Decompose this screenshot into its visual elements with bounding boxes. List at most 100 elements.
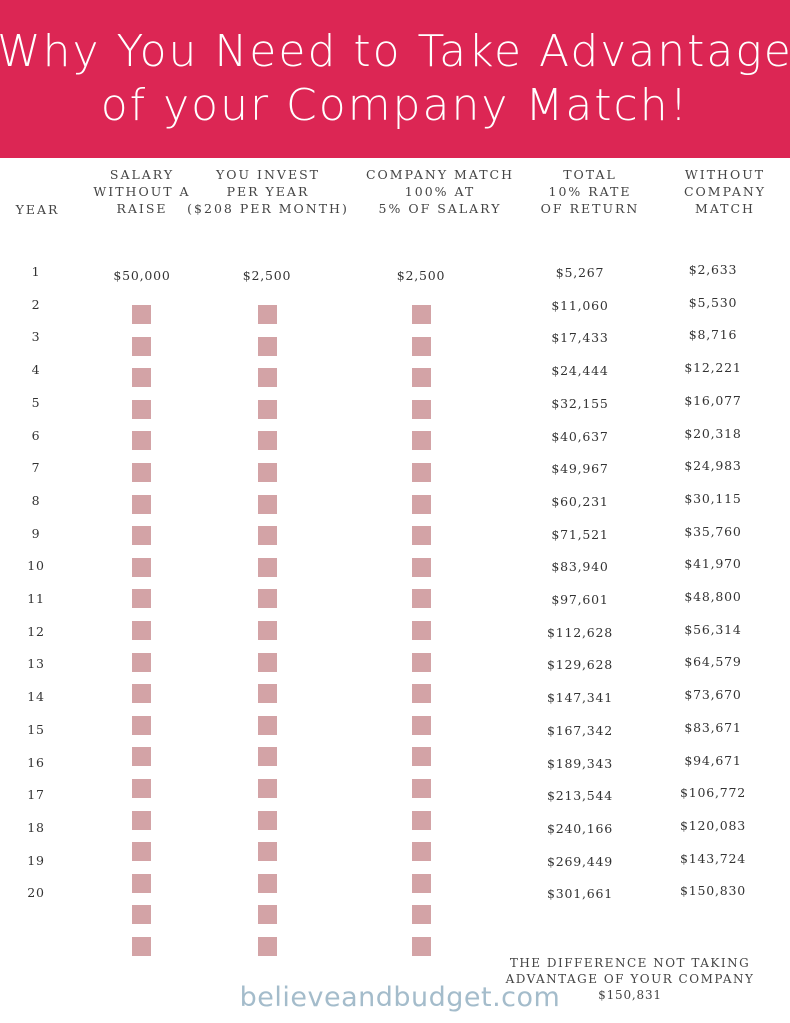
match-placeholder bbox=[412, 747, 431, 767]
header-match-l2: 100% AT bbox=[404, 184, 476, 199]
invest-placeholder bbox=[258, 621, 277, 640]
invest-placeholder bbox=[258, 368, 277, 388]
header-salary: SALARY WITHOUT A RAISE bbox=[82, 166, 202, 217]
match-placeholder bbox=[412, 842, 431, 862]
invest-placeholder bbox=[258, 305, 277, 324]
year-cell: 1 bbox=[31, 264, 41, 279]
without-match-cell: $8,716 bbox=[688, 327, 738, 343]
invest-placeholder bbox=[258, 399, 277, 419]
without-match-cell: $5,530 bbox=[688, 294, 738, 310]
without-match-cell: $16,077 bbox=[684, 392, 742, 408]
header-year: YEAR bbox=[10, 201, 65, 218]
match-placeholder bbox=[412, 526, 431, 546]
header-match: COMPANY MATCH 100% AT 5% OF SALARY bbox=[355, 166, 525, 217]
year-cell: 14 bbox=[27, 689, 45, 705]
title-line-1: Why You Need to Take Advantage bbox=[0, 26, 790, 77]
total-cell: $129,628 bbox=[546, 657, 614, 673]
match-placeholder bbox=[412, 589, 431, 609]
header-total-l2: 10% RATE bbox=[548, 184, 632, 199]
year-cell: 12 bbox=[27, 623, 45, 639]
salary-placeholder bbox=[132, 368, 151, 388]
year-cell: 19 bbox=[27, 852, 45, 868]
total-cell: $97,601 bbox=[551, 592, 609, 607]
year-cell: 13 bbox=[27, 656, 45, 672]
total-cell: $189,343 bbox=[546, 755, 614, 771]
match-placeholder bbox=[412, 779, 431, 798]
year-cell: 6 bbox=[31, 427, 41, 443]
invest-placeholder bbox=[258, 937, 277, 956]
salary-placeholder bbox=[132, 842, 151, 862]
without-match-cell: $48,800 bbox=[684, 589, 742, 604]
match-placeholder bbox=[412, 494, 431, 514]
without-match-cell: $41,970 bbox=[684, 556, 742, 572]
salary-placeholder bbox=[132, 810, 151, 830]
header-without-l3: MATCH bbox=[695, 201, 755, 216]
salary-placeholder bbox=[132, 305, 151, 324]
header-without: WITHOUT COMPANY MATCH bbox=[665, 166, 785, 217]
header-without-l2: COMPANY bbox=[683, 184, 767, 199]
year-cell: 7 bbox=[31, 460, 41, 476]
salary-placeholder bbox=[132, 779, 151, 798]
salary-placeholder bbox=[132, 431, 151, 451]
invest-placeholder bbox=[258, 336, 277, 356]
total-cell: $301,661 bbox=[546, 886, 614, 902]
match-placeholder bbox=[412, 621, 431, 640]
salary-placeholder bbox=[132, 526, 151, 546]
first-salary: $50,000 bbox=[113, 268, 171, 283]
invest-placeholder bbox=[258, 526, 277, 546]
total-cell: $112,628 bbox=[546, 624, 614, 640]
header-total: TOTAL 10% RATE OF RETURN bbox=[530, 166, 650, 217]
total-cell: $71,521 bbox=[551, 526, 609, 542]
year-cell: 17 bbox=[27, 787, 45, 803]
invest-placeholder bbox=[258, 431, 277, 451]
total-cell: $24,444 bbox=[551, 363, 609, 379]
total-cell: $83,940 bbox=[551, 559, 609, 575]
year-cell: 15 bbox=[27, 721, 45, 737]
invest-placeholder bbox=[258, 715, 277, 735]
total-cell: $167,342 bbox=[546, 722, 614, 738]
year-cell: 5 bbox=[31, 394, 41, 410]
without-match-cell: $64,579 bbox=[684, 654, 742, 670]
invest-placeholder bbox=[258, 494, 277, 514]
year-cell: 18 bbox=[27, 819, 45, 835]
match-placeholder bbox=[412, 557, 431, 577]
salary-placeholder bbox=[132, 905, 151, 925]
year-cell: 9 bbox=[31, 525, 41, 541]
invest-placeholder bbox=[258, 905, 277, 925]
without-match-cell: $94,671 bbox=[684, 752, 742, 768]
match-placeholder bbox=[412, 905, 431, 925]
without-match-cell: $83,671 bbox=[684, 719, 742, 735]
match-placeholder bbox=[412, 305, 431, 324]
total-cell: $240,166 bbox=[546, 820, 614, 836]
total-cell: $11,060 bbox=[551, 297, 609, 313]
without-match-cell: $24,983 bbox=[684, 458, 742, 474]
header-salary-l1: SALARY bbox=[109, 167, 175, 182]
year-cell: 11 bbox=[27, 591, 45, 606]
salary-placeholder bbox=[132, 463, 151, 482]
without-match-cell: $56,314 bbox=[684, 621, 742, 637]
salary-placeholder bbox=[132, 937, 151, 956]
invest-placeholder bbox=[258, 463, 277, 482]
invest-placeholder bbox=[258, 810, 277, 830]
salary-placeholder bbox=[132, 715, 151, 735]
invest-placeholder bbox=[258, 557, 277, 577]
without-match-cell: $106,772 bbox=[679, 785, 747, 801]
match-placeholder bbox=[412, 810, 431, 830]
year-cell: 8 bbox=[31, 492, 41, 508]
invest-placeholder bbox=[258, 652, 277, 672]
year-cell: 3 bbox=[31, 329, 41, 345]
total-cell: $49,967 bbox=[551, 461, 609, 477]
salary-placeholder bbox=[132, 494, 151, 514]
match-placeholder bbox=[412, 336, 431, 356]
total-cell: $17,433 bbox=[551, 330, 609, 346]
total-cell: $60,231 bbox=[551, 493, 609, 509]
salary-placeholder bbox=[132, 621, 151, 640]
match-placeholder bbox=[412, 399, 431, 419]
salary-placeholder bbox=[132, 684, 151, 704]
salary-placeholder bbox=[132, 747, 151, 767]
title-banner: Why You Need to Take Advantage of your C… bbox=[0, 0, 790, 158]
match-placeholder bbox=[412, 684, 431, 704]
salary-placeholder bbox=[132, 589, 151, 609]
total-cell: $213,544 bbox=[546, 788, 614, 804]
without-match-cell: $143,724 bbox=[679, 850, 747, 866]
